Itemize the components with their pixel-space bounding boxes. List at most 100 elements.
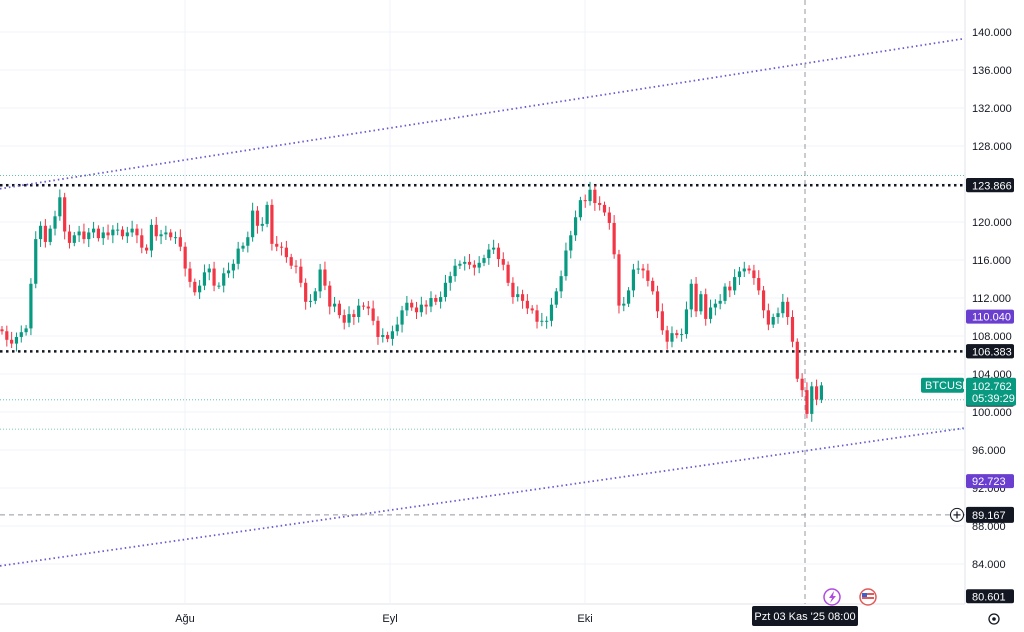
candle-body[interactable] xyxy=(347,314,351,323)
candle-body[interactable] xyxy=(675,333,679,336)
candle-body[interactable] xyxy=(472,264,476,268)
candle-body[interactable] xyxy=(366,306,370,309)
candle-body[interactable] xyxy=(487,249,491,259)
candle-body[interactable] xyxy=(251,210,255,238)
candle-body[interactable] xyxy=(53,216,57,229)
candle-body[interactable] xyxy=(207,268,211,273)
candle-body[interactable] xyxy=(728,286,732,291)
candle-body[interactable] xyxy=(106,232,110,236)
candle-body[interactable] xyxy=(0,329,4,332)
candle-body[interactable] xyxy=(400,310,404,325)
candle-body[interactable] xyxy=(188,268,192,282)
candle-body[interactable] xyxy=(77,231,81,236)
candle-body[interactable] xyxy=(19,332,23,337)
candle-body[interactable] xyxy=(723,286,727,301)
candle-body[interactable] xyxy=(390,331,395,339)
candle-body[interactable] xyxy=(178,237,182,247)
candle-body[interactable] xyxy=(511,282,515,298)
candle-body[interactable] xyxy=(771,317,775,325)
candle-body[interactable] xyxy=(530,308,534,311)
candle-body[interactable] xyxy=(395,324,399,332)
candle-body[interactable] xyxy=(231,263,235,271)
candle-body[interactable] xyxy=(646,270,650,281)
candle-body[interactable] xyxy=(453,265,457,277)
candle-body[interactable] xyxy=(747,268,751,271)
candle-body[interactable] xyxy=(800,378,804,391)
candle-body[interactable] xyxy=(549,304,554,321)
candle-body[interactable] xyxy=(381,335,385,337)
candle-body[interactable] xyxy=(602,204,607,213)
candle-body[interactable] xyxy=(135,228,139,236)
candle-body[interactable] xyxy=(564,250,568,277)
candle-body[interactable] xyxy=(651,280,655,292)
candle-body[interactable] xyxy=(641,268,645,271)
candle-body[interactable] xyxy=(492,247,496,250)
candle-body[interactable] xyxy=(265,204,269,224)
candle-body[interactable] xyxy=(636,268,640,270)
candle-body[interactable] xyxy=(386,335,390,339)
candle-body[interactable] xyxy=(67,231,72,243)
candle-body[interactable] xyxy=(699,294,703,312)
candle-body[interactable] xyxy=(125,232,129,237)
candle-body[interactable] xyxy=(217,285,221,287)
candle-body[interactable] xyxy=(434,298,438,302)
candle-body[interactable] xyxy=(29,283,33,329)
candle-body[interactable] xyxy=(733,277,737,291)
candle-body[interactable] xyxy=(289,257,293,266)
candle-body[interactable] xyxy=(169,232,173,238)
candle-body[interactable] xyxy=(96,228,100,239)
candle-body[interactable] xyxy=(48,228,52,242)
candle-body[interactable] xyxy=(737,271,742,278)
candle-body[interactable] xyxy=(540,320,544,322)
candle-body[interactable] xyxy=(414,307,419,313)
candle-body[interactable] xyxy=(713,303,717,308)
channel-line[interactable] xyxy=(0,427,965,567)
candle-body[interactable] xyxy=(308,300,313,302)
candle-body[interactable] xyxy=(525,300,529,309)
candle-body[interactable] xyxy=(684,309,689,335)
candle-body[interactable] xyxy=(578,200,582,218)
candle-body[interactable] xyxy=(559,276,563,292)
candle-body[interactable] xyxy=(357,305,361,317)
candle-body[interactable] xyxy=(332,303,337,307)
candle-body[interactable] xyxy=(82,231,86,240)
candle-body[interactable] xyxy=(627,290,631,304)
candle-body[interactable] xyxy=(63,197,67,232)
candle-body[interactable] xyxy=(318,269,322,292)
candle-body[interactable] xyxy=(361,305,366,307)
candle-body[interactable] xyxy=(718,300,722,304)
candle-body[interactable] xyxy=(761,290,766,311)
candle-body[interactable] xyxy=(467,261,472,265)
candle-body[interactable] xyxy=(72,235,76,243)
candle-body[interactable] xyxy=(91,228,96,233)
candle-body[interactable] xyxy=(612,222,616,255)
candle-body[interactable] xyxy=(376,320,380,337)
candle-body[interactable] xyxy=(593,189,597,203)
candle-body[interactable] xyxy=(284,247,288,258)
candles[interactable] xyxy=(0,181,823,422)
candle-body[interactable] xyxy=(535,310,539,322)
candle-body[interactable] xyxy=(159,234,163,237)
candle-body[interactable] xyxy=(786,301,790,317)
candle-body[interactable] xyxy=(246,237,250,246)
candle-body[interactable] xyxy=(352,314,356,317)
candle-body[interactable] xyxy=(458,263,462,266)
candle-body[interactable] xyxy=(58,197,62,217)
candle-body[interactable] xyxy=(810,386,814,414)
candle-body[interactable] xyxy=(294,265,298,267)
candle-body[interactable] xyxy=(617,254,621,306)
candle-body[interactable] xyxy=(279,246,284,248)
candle-body[interactable] xyxy=(429,298,433,307)
candle-body[interactable] xyxy=(43,225,47,242)
candle-body[interactable] xyxy=(164,232,168,235)
candle-body[interactable] xyxy=(405,302,409,311)
candle-body[interactable] xyxy=(573,217,578,236)
candle-body[interactable] xyxy=(665,330,669,342)
candle-body[interactable] xyxy=(212,268,216,286)
candle-body[interactable] xyxy=(569,235,573,251)
candle-body[interactable] xyxy=(482,258,486,263)
candle-body[interactable] xyxy=(588,189,592,202)
candle-body[interactable] xyxy=(776,313,780,317)
candle-body[interactable] xyxy=(87,232,91,240)
